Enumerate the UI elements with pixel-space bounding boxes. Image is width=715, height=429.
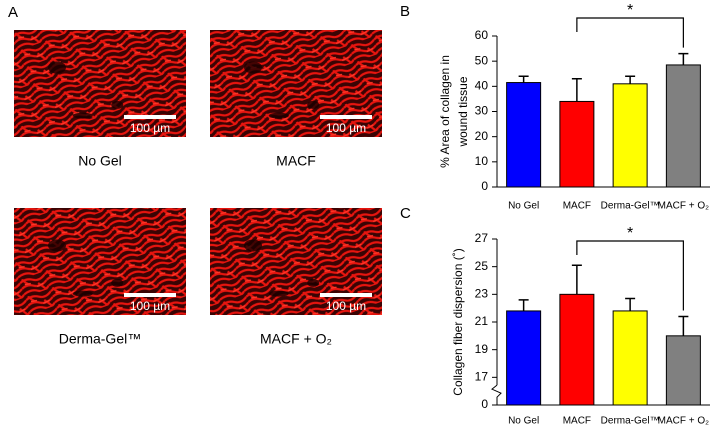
micrograph-void	[72, 290, 93, 297]
x-tick-label: MACF + O₂	[658, 201, 710, 212]
significance-label: *	[627, 225, 633, 242]
bar	[559, 100, 595, 188]
scale-bar-label: 100 µm	[326, 299, 366, 313]
significance-bracket	[576, 17, 684, 48]
y-axis-label: Collagen fiber dispersion (˚)	[451, 248, 465, 395]
y-tick-label: 20	[475, 129, 489, 143]
x-tick-label: No Gel	[508, 416, 539, 427]
image-caption: MACF	[276, 153, 316, 169]
error-bar	[518, 299, 529, 311]
panel-label: A	[8, 4, 18, 21]
axis-break	[491, 384, 502, 405]
micrograph	[210, 208, 382, 315]
y-tick-label: 25	[475, 259, 489, 273]
micrograph	[14, 208, 186, 315]
micrograph-void	[48, 239, 66, 252]
y-axis-label: % Area of collagen in	[438, 55, 452, 168]
micrograph	[210, 30, 382, 137]
scale-bar-label: 100 µm	[326, 121, 366, 135]
y-tick-label: 40	[475, 79, 489, 93]
micrograph-void	[244, 61, 262, 74]
image-caption: MACF + O₂	[260, 331, 332, 347]
panel-label: C	[400, 205, 411, 222]
y-tick-label: 10	[475, 154, 489, 168]
micrograph-void	[307, 278, 320, 287]
y-tick-label: 0	[481, 179, 488, 193]
error-bar	[625, 297, 636, 311]
micrograph-void	[48, 61, 66, 74]
y-tick-label: 21	[475, 314, 489, 328]
bar	[506, 82, 542, 188]
error-bar	[625, 75, 636, 84]
micrograph-void	[111, 100, 124, 109]
y-tick-label: 30	[475, 104, 489, 118]
bar	[506, 310, 542, 406]
bar	[665, 64, 701, 188]
image-caption: No Gel	[78, 153, 122, 169]
y-tick-label: 19	[475, 342, 489, 356]
image-caption: Derma-Gel™	[59, 331, 141, 347]
significance-bracket	[576, 240, 684, 311]
error-bar	[678, 315, 689, 336]
y-tick-label: 23	[475, 287, 489, 301]
error-bar	[678, 52, 689, 65]
micrograph-void	[72, 112, 93, 119]
micrograph	[14, 30, 186, 137]
bar	[559, 293, 595, 406]
x-tick-label: Derma-Gel™	[601, 416, 660, 427]
micrograph-void	[244, 239, 262, 252]
x-tick-label: No Gel	[508, 201, 539, 212]
micrograph-void	[111, 278, 124, 287]
x-tick-label: MACF + O₂	[658, 416, 710, 427]
error-bar	[571, 264, 582, 295]
bar	[612, 83, 648, 188]
scale-bar-label: 100 µm	[130, 299, 170, 313]
error-bar	[571, 78, 582, 102]
bar	[665, 335, 701, 406]
scale-bar-label: 100 µm	[130, 121, 170, 135]
error-bar	[518, 75, 529, 83]
bar	[612, 310, 648, 406]
y-axis-label: wound tissue	[456, 76, 470, 147]
panel-label: B	[400, 3, 410, 20]
y-tick-label: 50	[475, 53, 489, 67]
micrograph-void	[307, 100, 320, 109]
x-tick-label: MACF	[563, 416, 591, 427]
micrograph-void	[268, 112, 289, 119]
x-tick-label: Derma-Gel™	[601, 201, 660, 212]
significance-label: *	[627, 2, 633, 19]
y-tick-label: 27	[475, 231, 489, 245]
y-tick-label: 60	[475, 28, 489, 42]
micrograph-void	[268, 290, 289, 297]
x-tick-label: MACF	[563, 201, 591, 212]
y-tick-label: 0	[481, 397, 488, 411]
y-tick-label: 17	[475, 370, 489, 384]
